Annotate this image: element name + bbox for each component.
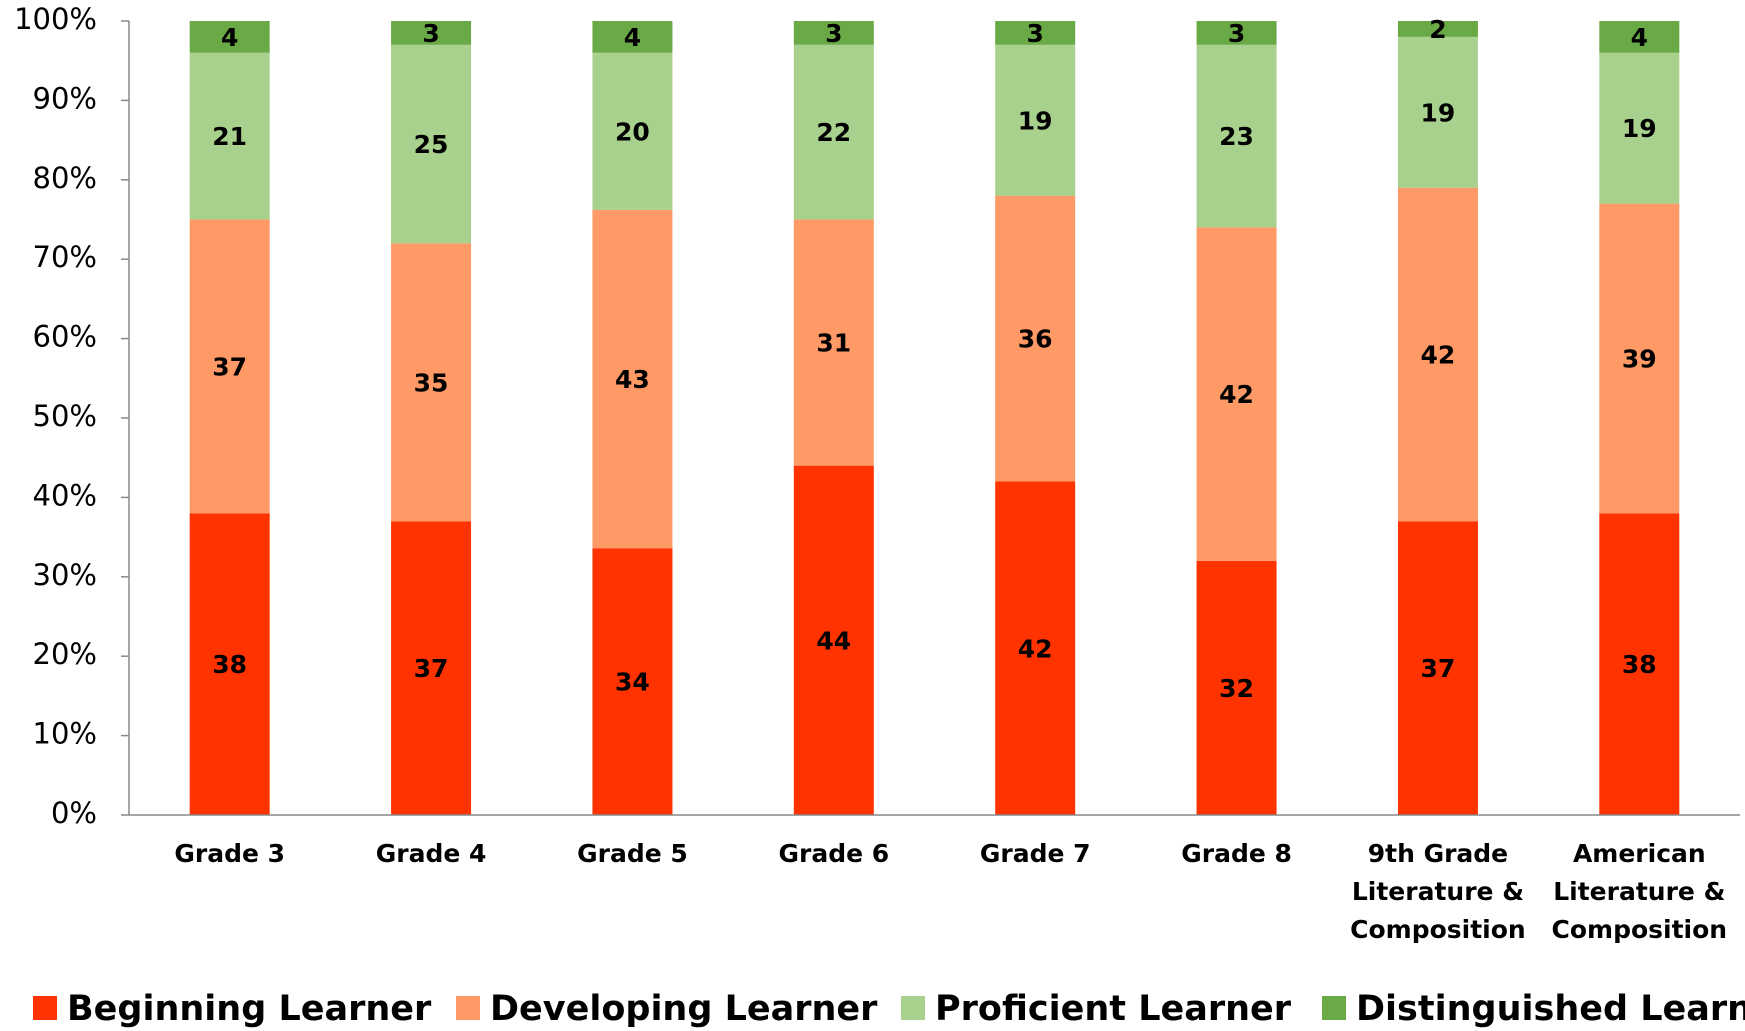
y-tick-label: 80%: [33, 161, 97, 195]
legend-swatch: [33, 996, 57, 1020]
y-tick-label: 50%: [33, 399, 97, 433]
bar-segment: [592, 209, 673, 549]
bar-segment: [189, 52, 270, 220]
data-label: 21: [212, 122, 247, 151]
bar-segment: [1196, 560, 1277, 815]
bar-segment: [793, 44, 874, 220]
bar-segment: [995, 195, 1076, 482]
x-tick-label: 9th Grade Literature & Composition: [1350, 839, 1526, 944]
bar-segment: [1599, 513, 1680, 815]
data-label: 3: [1228, 19, 1245, 48]
y-tick-label: 70%: [33, 240, 97, 274]
data-label: 4: [624, 23, 641, 52]
data-label: 25: [414, 130, 449, 159]
bar-segment: [1397, 521, 1478, 815]
bar-segment: [189, 21, 270, 53]
legend-label: Beginning Learner: [67, 989, 432, 1029]
data-label: 22: [816, 118, 851, 147]
bar-segment: [1397, 36, 1478, 188]
bar-segment: [391, 521, 472, 815]
x-tick-label: Grade 8: [1181, 839, 1292, 868]
x-tick-label: Grade 6: [778, 839, 890, 868]
bar-segment: [793, 465, 874, 815]
data-label: 3: [825, 19, 842, 48]
bar-segment: [793, 21, 874, 45]
data-label: 19: [1622, 114, 1657, 143]
data-label: 19: [1421, 98, 1456, 127]
data-label: 3: [422, 19, 439, 48]
data-label: 4: [221, 23, 238, 52]
legend-label: Distinguished Learner: [1356, 989, 1745, 1029]
bar-segment: [391, 44, 472, 244]
data-label: 42: [1421, 340, 1456, 369]
bar-segment: [1397, 21, 1478, 37]
y-tick-label: 40%: [33, 478, 97, 512]
y-tick-label: 100%: [14, 2, 97, 36]
bar-segment: [1599, 52, 1680, 204]
data-label: 19: [1018, 106, 1053, 135]
bar-segment: [592, 548, 673, 815]
bar-segment: [391, 243, 472, 522]
x-tick-label: Grade 7: [979, 839, 1091, 868]
bar-segment: [1397, 187, 1478, 522]
x-tick-label: Grade 5: [577, 839, 688, 868]
data-label: 3: [1026, 19, 1043, 48]
data-label: 34: [615, 668, 650, 697]
data-label: 4: [1631, 23, 1648, 52]
data-label: 42: [1219, 380, 1254, 409]
data-label: 42: [1018, 634, 1053, 663]
bar-segment: [793, 219, 874, 466]
data-label: 44: [816, 626, 851, 655]
bar-segment: [189, 219, 270, 514]
data-label: 36: [1018, 325, 1053, 354]
legend-swatch: [1322, 996, 1346, 1020]
bar-segment: [391, 21, 472, 45]
y-tick-label: 30%: [33, 558, 97, 592]
bar-segment: [592, 21, 673, 53]
y-tick-label: 60%: [33, 320, 97, 354]
data-label: 23: [1219, 122, 1254, 151]
data-label: 43: [615, 365, 650, 394]
y-tick-label: 10%: [33, 717, 97, 751]
bar-segment: [1599, 21, 1680, 53]
bar-segment: [1196, 21, 1277, 45]
data-label: 31: [816, 329, 851, 358]
bar-segment: [1599, 203, 1680, 514]
bar-segment: [189, 513, 270, 815]
data-label: 38: [212, 650, 247, 679]
legend-swatch: [456, 996, 480, 1020]
bar-segment: [1196, 227, 1277, 561]
bar-segment: [995, 44, 1076, 196]
legend-swatch: [901, 996, 925, 1020]
legend-label: Proficient Learner: [935, 989, 1292, 1029]
x-tick-label: Grade 4: [375, 839, 487, 868]
data-label: 38: [1622, 650, 1657, 679]
y-tick-label: 90%: [33, 81, 97, 115]
data-label: 2: [1429, 15, 1446, 44]
y-tick-label: 20%: [33, 637, 97, 671]
data-label: 37: [1421, 654, 1456, 683]
data-label: 35: [414, 368, 449, 397]
data-label: 37: [212, 352, 247, 381]
bar-segment: [995, 21, 1076, 45]
y-tick-label: 0%: [51, 796, 97, 830]
data-label: 32: [1219, 674, 1254, 703]
bar-segment: [1196, 44, 1277, 228]
bar-segment: [592, 52, 673, 210]
legend-label: Developing Learner: [490, 989, 878, 1029]
x-tick-label: Grade 3: [174, 839, 286, 868]
data-label: 20: [615, 117, 650, 146]
data-label: 39: [1622, 344, 1657, 373]
data-label: 37: [414, 654, 449, 683]
x-tick-label: American Literature & Composition: [1551, 839, 1728, 944]
bar-segment: [995, 481, 1076, 815]
